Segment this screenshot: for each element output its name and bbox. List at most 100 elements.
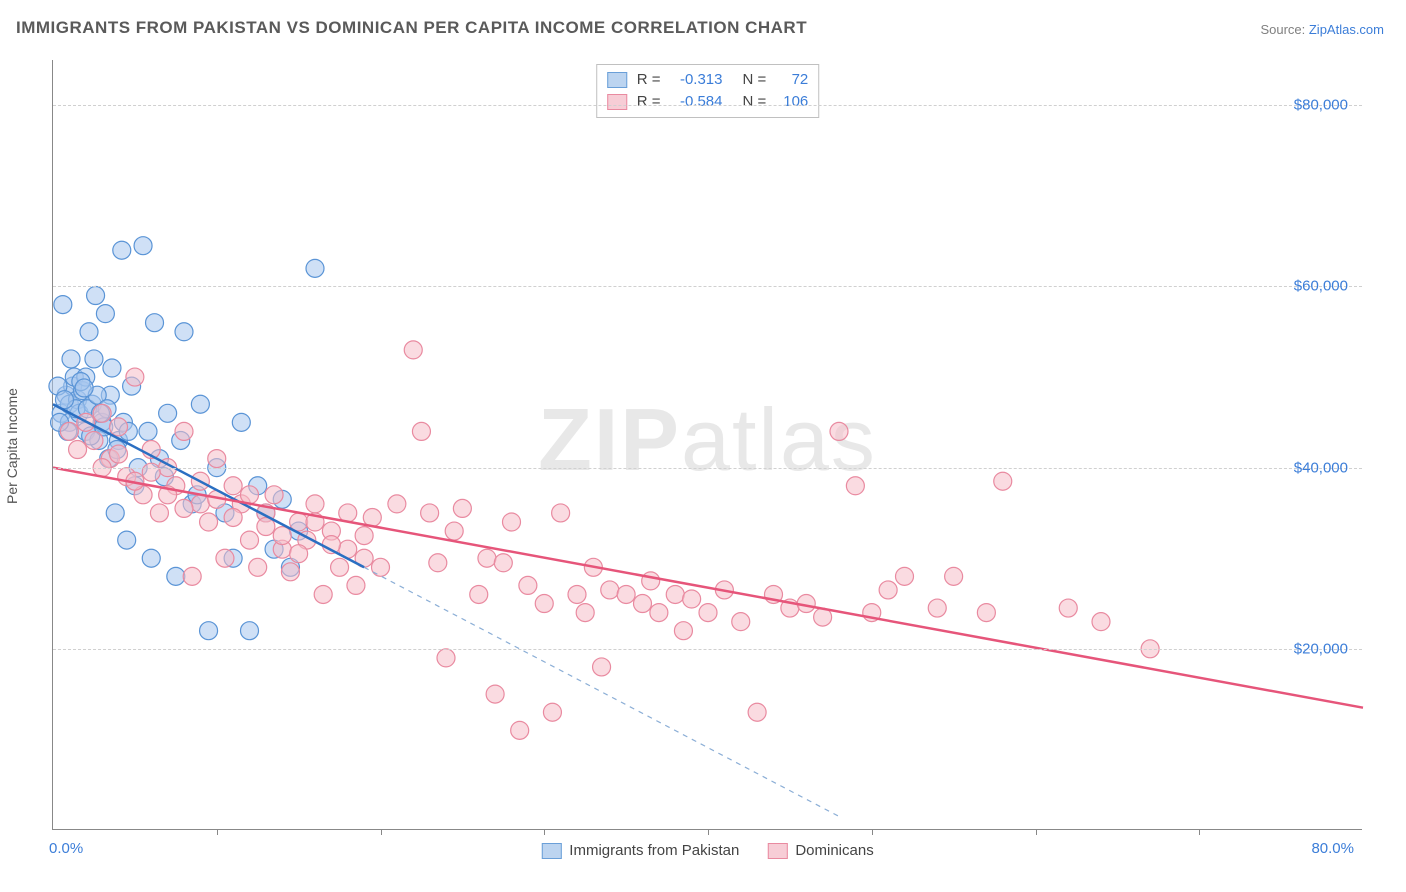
scatter-point-dominicans — [421, 504, 439, 522]
scatter-point-dominicans — [290, 545, 308, 563]
x-axis-max-label: 80.0% — [1311, 840, 1354, 857]
scatter-point-dominicans — [69, 441, 87, 459]
scatter-point-dominicans — [748, 703, 766, 721]
gridline-h — [53, 105, 1362, 106]
scatter-point-dominicans — [388, 495, 406, 513]
scatter-point-dominicans — [732, 613, 750, 631]
legend-r-label: R = — [637, 91, 661, 113]
scatter-point-dominicans — [503, 513, 521, 531]
scatter-point-dominicans — [470, 585, 488, 603]
gridline-h — [53, 468, 1362, 469]
x-tick — [217, 829, 218, 835]
scatter-point-pakistan — [75, 379, 93, 397]
scatter-point-dominicans — [699, 604, 717, 622]
legend-swatch-icon — [607, 72, 627, 88]
scatter-point-dominicans — [642, 572, 660, 590]
chart-svg — [53, 60, 1362, 829]
scatter-point-dominicans — [347, 576, 365, 594]
scatter-point-dominicans — [241, 531, 259, 549]
legend-swatch-icon — [607, 94, 627, 110]
legend-n-label: N = — [743, 91, 767, 113]
legend-series-label: Dominicans — [795, 842, 873, 859]
scatter-point-dominicans — [224, 477, 242, 495]
scatter-point-dominicans — [241, 486, 259, 504]
scatter-point-pakistan — [106, 504, 124, 522]
trendline-pakistan — [53, 404, 364, 567]
scatter-point-dominicans — [593, 658, 611, 676]
legend-series-item-dominicans: Dominicans — [767, 842, 873, 859]
scatter-point-dominicans — [568, 585, 586, 603]
legend-series-label: Immigrants from Pakistan — [569, 842, 739, 859]
scatter-point-pakistan — [175, 323, 193, 341]
plot-area: ZIPatlas R =-0.313N =72R =-0.584N =106 I… — [52, 60, 1362, 830]
x-tick — [708, 829, 709, 835]
scatter-point-pakistan — [87, 287, 105, 305]
scatter-point-dominicans — [85, 431, 103, 449]
scatter-point-pakistan — [241, 622, 259, 640]
scatter-point-dominicans — [601, 581, 619, 599]
scatter-point-pakistan — [85, 350, 103, 368]
legend-series: Immigrants from Pakistan Dominicans — [541, 842, 873, 859]
scatter-point-pakistan — [159, 404, 177, 422]
scatter-point-dominicans — [200, 513, 218, 531]
scatter-point-dominicans — [994, 472, 1012, 490]
scatter-point-dominicans — [224, 508, 242, 526]
x-tick — [381, 829, 382, 835]
scatter-point-dominicans — [314, 585, 332, 603]
y-tick-label: $20,000 — [1294, 640, 1348, 657]
scatter-point-dominicans — [535, 595, 553, 613]
scatter-point-dominicans — [478, 549, 496, 567]
scatter-point-pakistan — [118, 531, 136, 549]
scatter-point-dominicans — [977, 604, 995, 622]
legend-corr-row-dominicans: R =-0.584N =106 — [607, 91, 809, 113]
x-tick — [544, 829, 545, 835]
chart-title: IMMIGRANTS FROM PAKISTAN VS DOMINICAN PE… — [16, 18, 807, 38]
scatter-point-dominicans — [666, 585, 684, 603]
scatter-point-dominicans — [846, 477, 864, 495]
scatter-point-dominicans — [486, 685, 504, 703]
scatter-point-dominicans — [674, 622, 692, 640]
scatter-point-pakistan — [191, 395, 209, 413]
trendline-dominicans — [53, 468, 1363, 708]
scatter-point-pakistan — [103, 359, 121, 377]
scatter-point-dominicans — [429, 554, 447, 572]
legend-swatch-icon — [767, 843, 787, 859]
scatter-point-dominicans — [1092, 613, 1110, 631]
scatter-point-dominicans — [265, 486, 283, 504]
scatter-point-dominicans — [110, 445, 128, 463]
scatter-point-dominicans — [372, 558, 390, 576]
legend-corr-row-pakistan: R =-0.313N =72 — [607, 69, 809, 91]
scatter-point-dominicans — [331, 558, 349, 576]
scatter-point-pakistan — [113, 241, 131, 259]
scatter-point-dominicans — [126, 368, 144, 386]
scatter-point-dominicans — [494, 554, 512, 572]
y-tick-label: $40,000 — [1294, 459, 1348, 476]
scatter-point-dominicans — [879, 581, 897, 599]
scatter-point-dominicans — [142, 463, 160, 481]
scatter-point-dominicans — [191, 495, 209, 513]
y-tick-label: $60,000 — [1294, 278, 1348, 295]
trendline-ext-pakistan — [364, 567, 839, 816]
scatter-point-dominicans — [552, 504, 570, 522]
scatter-point-pakistan — [306, 259, 324, 277]
source-link[interactable]: ZipAtlas.com — [1309, 22, 1384, 37]
scatter-point-dominicans — [511, 721, 529, 739]
scatter-point-dominicans — [683, 590, 701, 608]
scatter-point-dominicans — [634, 595, 652, 613]
scatter-point-pakistan — [139, 422, 157, 440]
scatter-point-dominicans — [617, 585, 635, 603]
y-tick-label: $80,000 — [1294, 97, 1348, 114]
scatter-point-dominicans — [650, 604, 668, 622]
scatter-point-dominicans — [183, 567, 201, 585]
legend-r-value: -0.313 — [669, 69, 723, 91]
scatter-point-pakistan — [54, 296, 72, 314]
source-prefix: Source: — [1260, 22, 1308, 37]
scatter-point-dominicans — [576, 604, 594, 622]
scatter-point-dominicans — [273, 527, 291, 545]
scatter-point-dominicans — [896, 567, 914, 585]
scatter-point-dominicans — [175, 422, 193, 440]
scatter-point-dominicans — [93, 404, 111, 422]
scatter-point-dominicans — [281, 563, 299, 581]
y-axis-label: Per Capita Income — [4, 388, 20, 504]
legend-correlation-box: R =-0.313N =72R =-0.584N =106 — [596, 64, 820, 118]
